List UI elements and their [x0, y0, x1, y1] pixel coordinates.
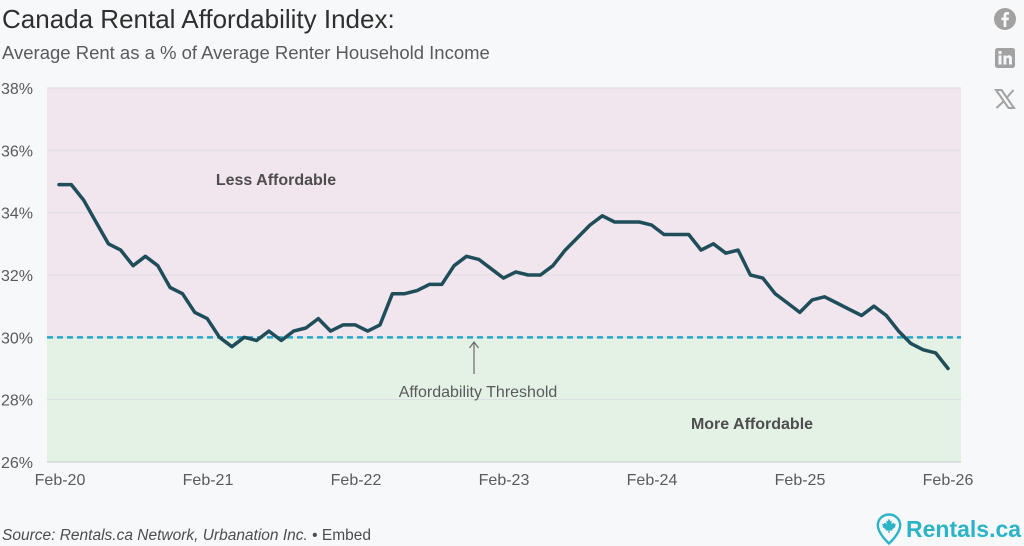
y-tick-label: 34%: [1, 206, 33, 223]
x-axis: Feb-20 Feb-21 Feb-22 Feb-23 Feb-24 Feb-25 Feb-…: [35, 472, 974, 489]
x-icon: [994, 89, 1016, 109]
threshold-label: Affordability Threshold: [399, 384, 558, 401]
y-axis: 26% 28% 30% 32% 34% 36% 38%: [1, 81, 33, 472]
x-tick-label: Feb-23: [479, 472, 530, 489]
chart-title: Canada Rental Affordability Index:: [2, 4, 395, 34]
x-tick-label: Feb-26: [923, 472, 974, 489]
x-tick-label: Feb-21: [183, 472, 234, 489]
linkedin-share-button[interactable]: [992, 45, 1018, 71]
series-line: [57, 182, 950, 371]
map-pin-maple-icon: [876, 513, 902, 545]
more-affordable-label: More Affordable: [691, 416, 813, 433]
y-tick-label: 26%: [1, 455, 33, 472]
less-affordable-label: Less Affordable: [216, 172, 336, 189]
threshold-arrow: [469, 341, 479, 374]
source-text: Source: Rentals.ca Network, Urbanation I…: [2, 527, 308, 544]
x-tick-label: Feb-20: [35, 472, 86, 489]
x-tick-label: Feb-22: [331, 472, 382, 489]
facebook-share-button[interactable]: [992, 6, 1018, 32]
y-tick-label: 36%: [1, 143, 33, 160]
brand-name: Rentals.ca: [906, 515, 1022, 542]
footer-separator: •: [312, 527, 318, 544]
y-tick-label: 32%: [1, 268, 33, 285]
x-tick-label: Feb-25: [775, 472, 826, 489]
embed-link[interactable]: Embed: [321, 527, 372, 544]
x-tick-label: Feb-24: [627, 472, 678, 489]
y-tick-label: 28%: [1, 393, 33, 410]
footer: Source: Rentals.ca Network, Urbanation I…: [2, 527, 371, 545]
y-tick-label: 38%: [1, 81, 33, 98]
linkedin-icon: [995, 48, 1015, 68]
facebook-icon: [994, 8, 1016, 30]
chart-subtitle: Average Rent as a % of Average Renter Ho…: [2, 42, 490, 63]
y-tick-label: 30%: [1, 330, 33, 347]
x-share-button[interactable]: [992, 86, 1018, 112]
rentals-brand-logo[interactable]: Rentals.ca: [876, 513, 1021, 545]
